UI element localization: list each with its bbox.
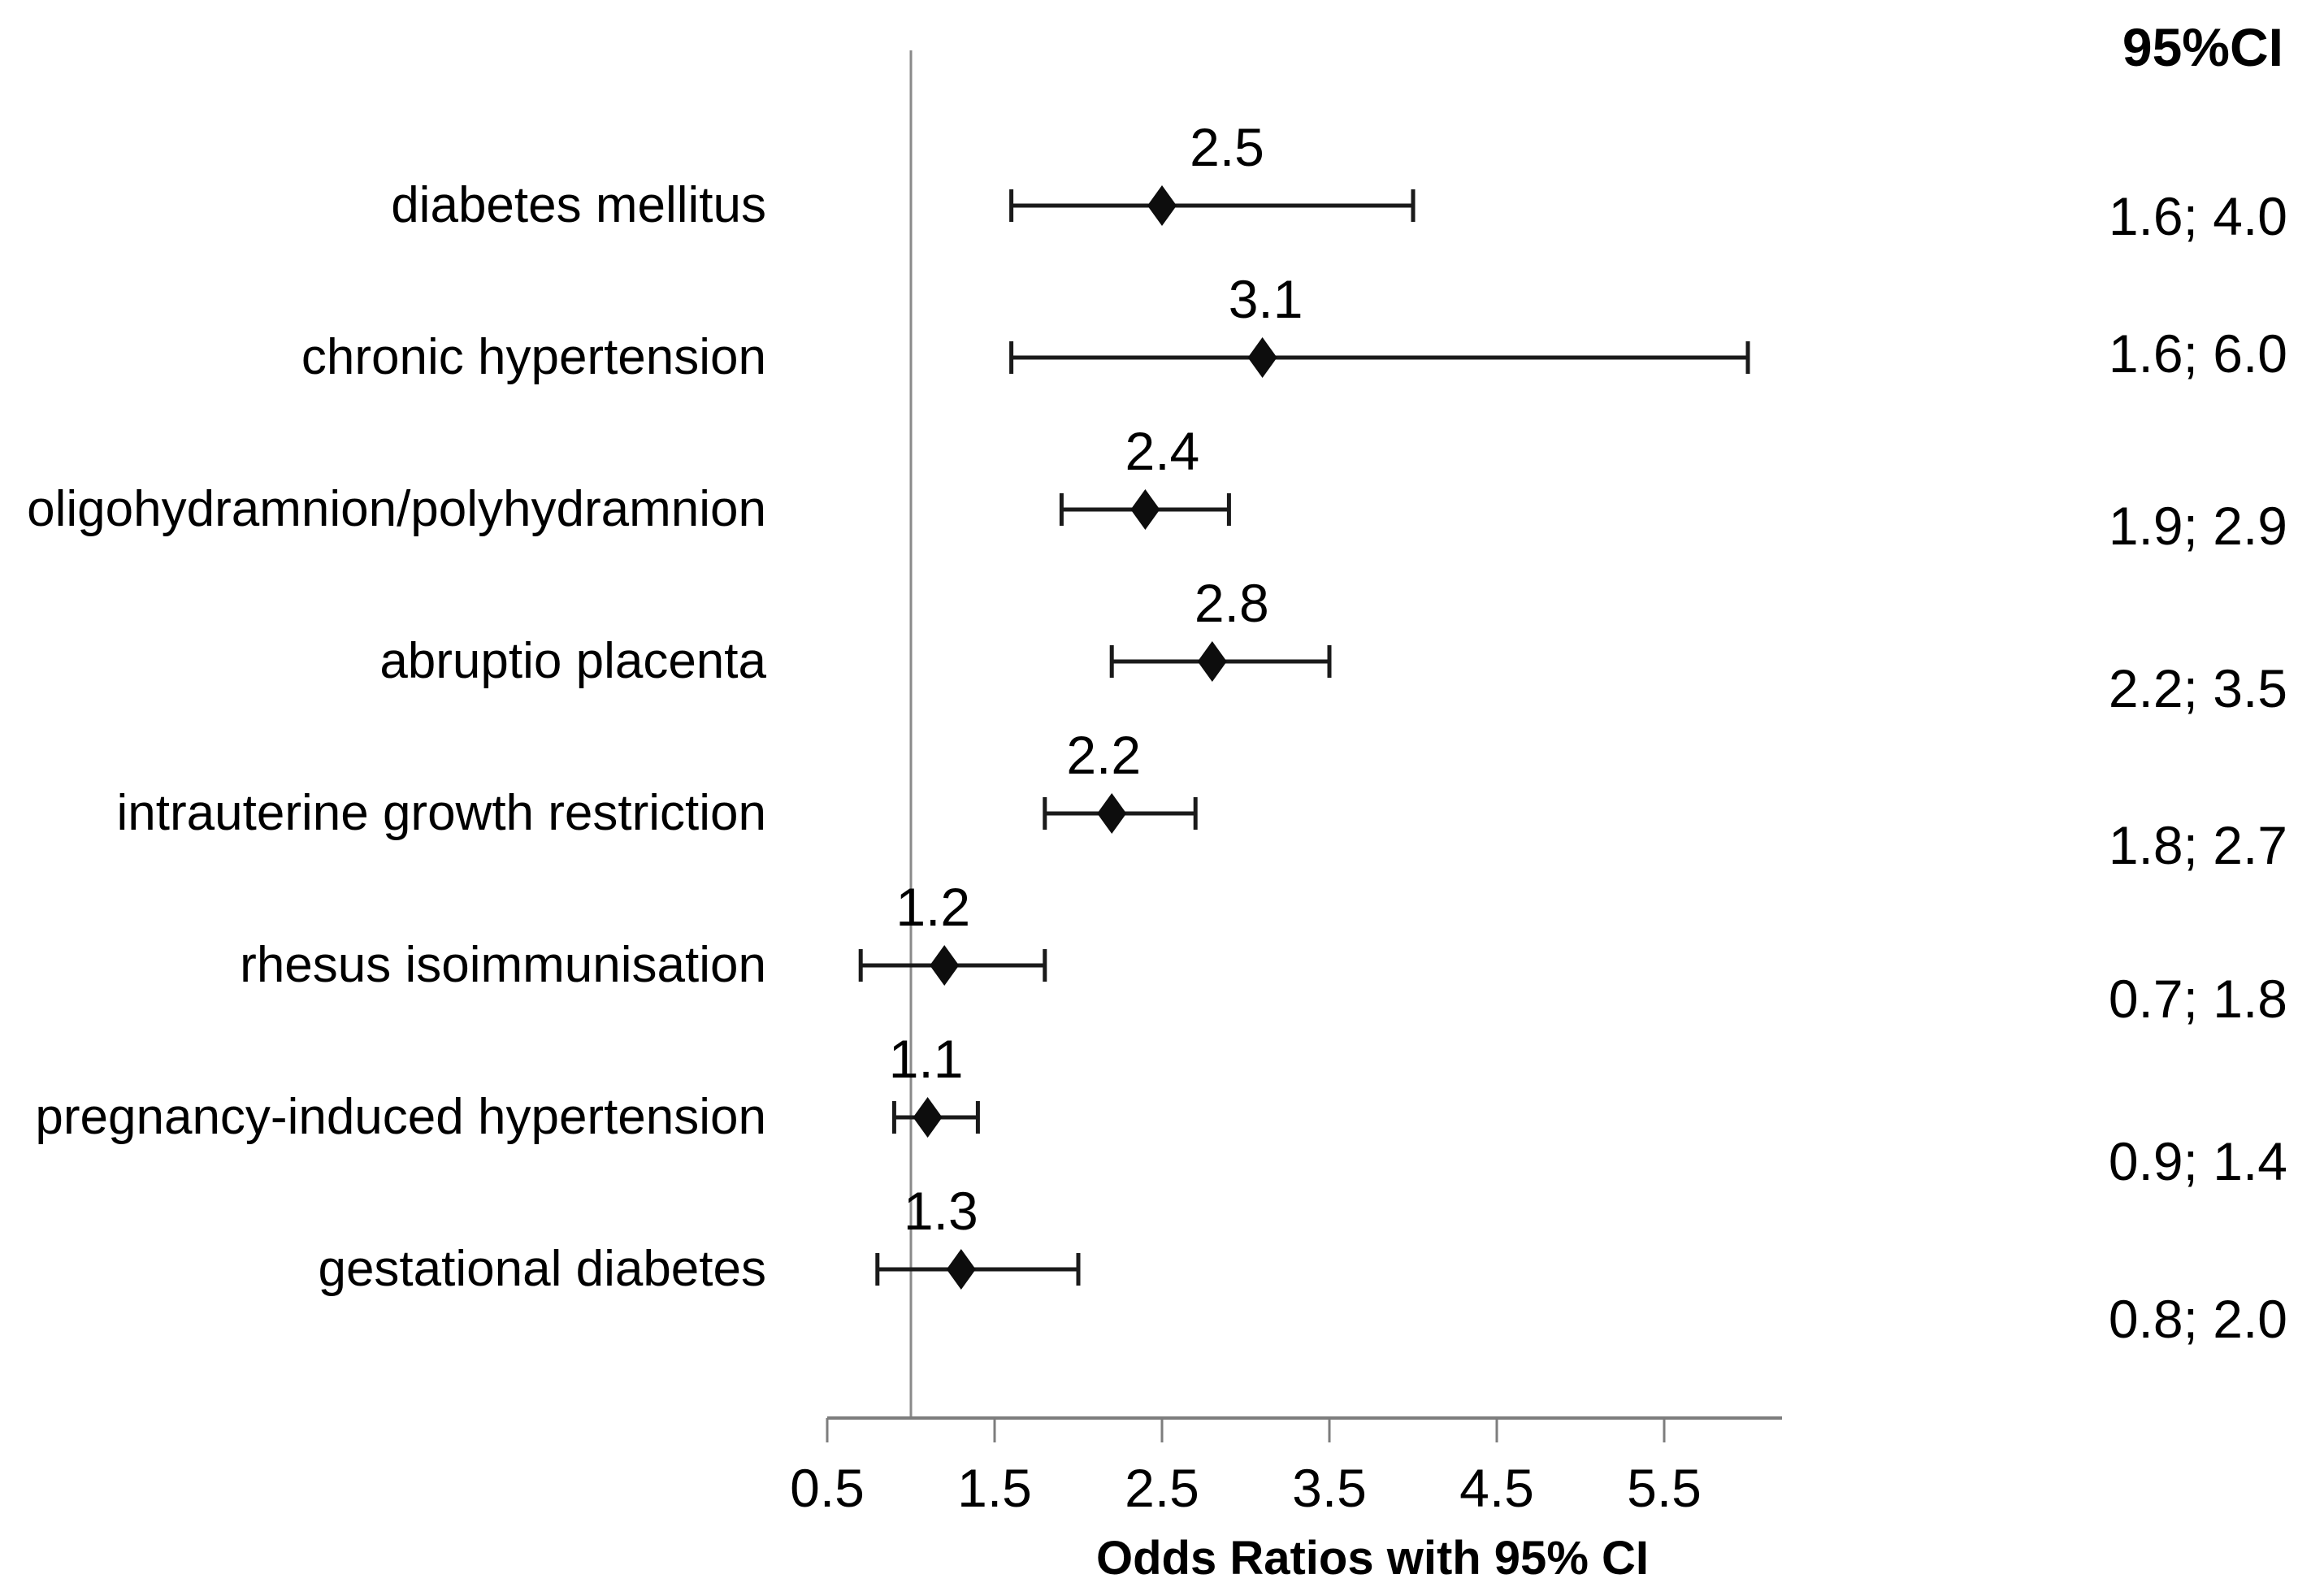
or-marker [1130, 489, 1160, 530]
or-marker [1197, 641, 1227, 682]
or-marker [946, 1249, 976, 1290]
x-tick-label: 5.5 [1627, 1458, 1702, 1518]
or-value-label: 2.8 [1194, 573, 1269, 633]
category-label: intrauterine growth restriction [116, 785, 766, 841]
x-tick-label: 0.5 [790, 1458, 865, 1518]
or-value-label: 2.2 [1066, 725, 1142, 785]
or-marker [1147, 185, 1177, 226]
ci-value: 2.2; 3.5 [2108, 658, 2287, 718]
category-label: pregnancy-induced hypertension [35, 1089, 766, 1145]
category-label: rhesus isoimmunisation [240, 937, 766, 993]
ci-value: 1.8; 2.7 [2108, 815, 2287, 875]
ci-value: 1.9; 2.9 [2108, 496, 2287, 556]
or-marker [1097, 793, 1127, 834]
or-value-label: 1.1 [888, 1029, 964, 1089]
ci-column-header: 95%CI [2122, 17, 2283, 77]
x-tick-label: 3.5 [1292, 1458, 1367, 1518]
x-axis-title: Odds Ratios with 95% CI [1096, 1532, 1649, 1585]
or-marker [1247, 337, 1277, 378]
or-value-label: 1.3 [903, 1181, 978, 1241]
category-label: chronic hypertension [301, 329, 766, 385]
or-value-label: 1.2 [895, 877, 971, 937]
ci-value: 0.7; 1.8 [2108, 969, 2287, 1029]
x-tick-label: 1.5 [957, 1458, 1032, 1518]
category-label: diabetes mellitus [391, 177, 766, 233]
ci-value: 1.6; 6.0 [2108, 323, 2287, 384]
ci-value: 1.6; 4.0 [2108, 186, 2287, 246]
ci-value: 0.8; 2.0 [2108, 1289, 2287, 1349]
or-marker [930, 945, 960, 986]
category-label: gestational diabetes [318, 1241, 766, 1297]
x-tick-label: 2.5 [1125, 1458, 1199, 1518]
or-value-label: 3.1 [1228, 269, 1303, 329]
or-value-label: 2.4 [1125, 421, 1200, 481]
category-label: oligohydramnion/polyhydramnion [27, 481, 766, 537]
or-marker [913, 1097, 943, 1138]
ci-value: 0.9; 1.4 [2108, 1131, 2287, 1191]
category-label: abruptio placenta [379, 633, 766, 689]
x-tick-label: 4.5 [1459, 1458, 1534, 1518]
or-value-label: 2.5 [1190, 117, 1264, 177]
